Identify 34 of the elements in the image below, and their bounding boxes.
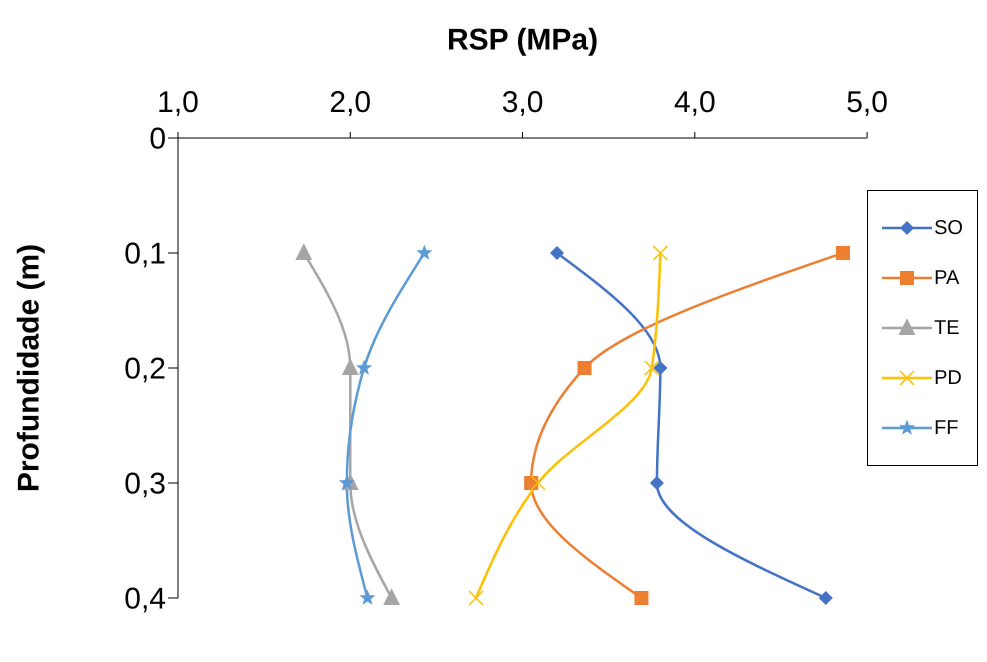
legend-label: PA xyxy=(934,266,960,290)
point xyxy=(468,590,484,606)
x-tick-label: 1,0 xyxy=(157,86,199,119)
y-tick-label: 0,1 xyxy=(124,238,166,271)
point xyxy=(530,475,546,491)
legend-label: TE xyxy=(934,316,960,340)
legend-label: PD xyxy=(934,366,962,390)
point xyxy=(818,591,833,605)
point xyxy=(652,245,668,261)
point xyxy=(578,361,592,375)
y-tick-label: 0,4 xyxy=(124,582,166,616)
x-axis-title: RSP (MPa) xyxy=(446,23,598,56)
x-tick-label: 2,0 xyxy=(329,86,372,119)
x-tick-label: 5,0 xyxy=(846,86,888,119)
y-axis-title: Profundidade (m) xyxy=(12,244,46,492)
point xyxy=(653,361,668,375)
y-tick-label: 0,3 xyxy=(124,468,166,501)
point xyxy=(342,358,359,375)
point xyxy=(356,360,372,375)
point xyxy=(416,244,432,260)
point xyxy=(650,476,664,490)
y-tick-label: 0,2 xyxy=(124,352,166,386)
point xyxy=(550,246,564,260)
y-tick-label: 0 xyxy=(149,122,166,156)
point xyxy=(360,590,376,605)
x-tick-label: 4,0 xyxy=(674,86,716,119)
point xyxy=(383,588,400,605)
point xyxy=(634,591,648,605)
legend-label: SO xyxy=(934,216,963,240)
legend-label: FF xyxy=(934,416,959,440)
point xyxy=(295,243,312,260)
point xyxy=(836,246,850,260)
x-tick-label: 3,0 xyxy=(502,86,544,119)
point xyxy=(644,360,660,376)
